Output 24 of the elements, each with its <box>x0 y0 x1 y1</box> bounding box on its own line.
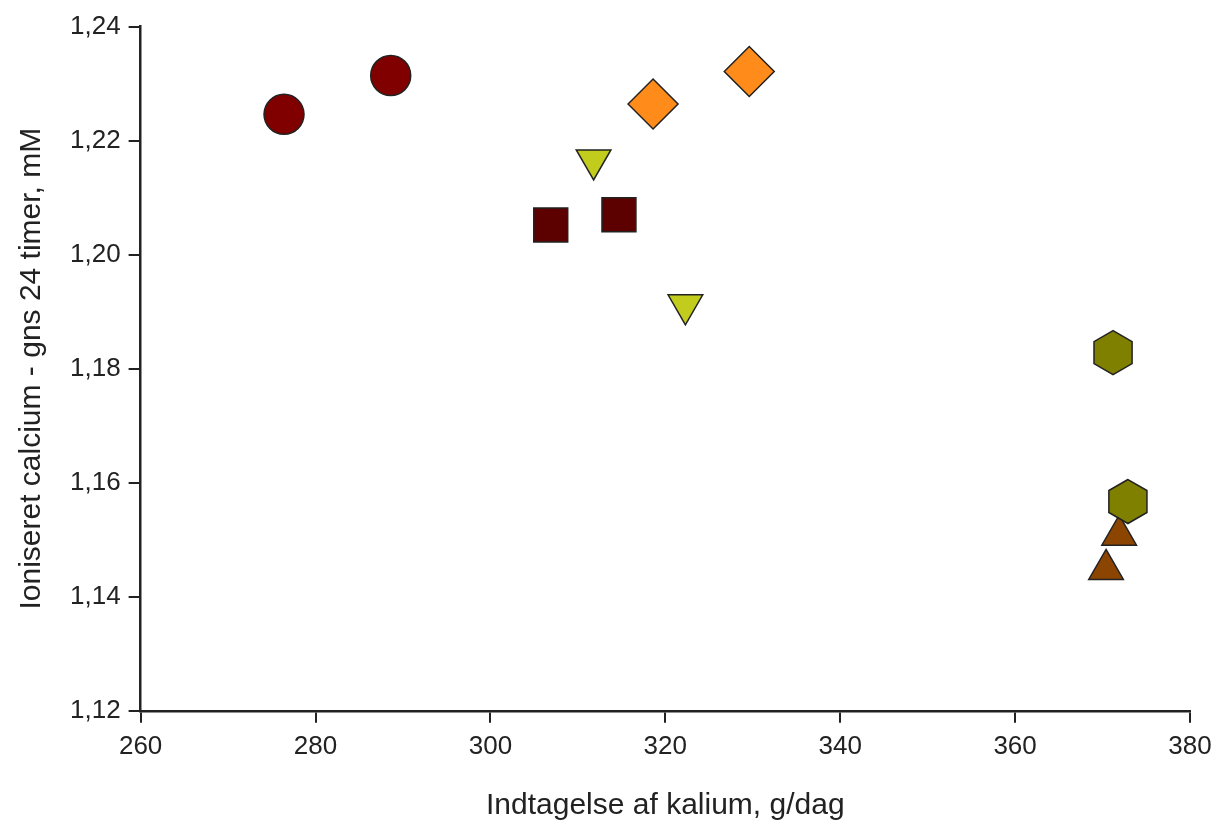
point <box>601 196 637 233</box>
x-axis-title: Indtagelse af kalium, g/dag <box>486 787 845 821</box>
point <box>263 93 305 136</box>
point <box>627 78 679 130</box>
x-tick-label: 300 <box>468 729 513 760</box>
point <box>1108 478 1148 525</box>
y-tick-label: 1,18 <box>69 351 121 382</box>
y-tick-label: 1,16 <box>69 465 121 496</box>
point <box>723 45 775 98</box>
x-tick-label: 320 <box>643 729 687 760</box>
y-tick-label: 1,20 <box>69 237 121 268</box>
x-tick-label: 360 <box>993 729 1037 760</box>
y-tick-label: 1,24 <box>69 9 121 40</box>
x-tick-label: 260 <box>118 729 163 760</box>
point <box>1093 329 1133 376</box>
y-tick-label: 1,22 <box>69 123 121 154</box>
x-tick-label: 380 <box>1168 729 1212 760</box>
y-tick-label: 1,14 <box>69 579 121 610</box>
point <box>533 207 569 243</box>
point <box>369 54 412 97</box>
y-axis-title: Ioniseret calcium - gns 24 timer, mM <box>13 127 47 610</box>
x-tick-label: 280 <box>293 729 338 760</box>
x-tick-label: 340 <box>818 729 862 760</box>
y-tick-label: 1,12 <box>69 693 121 724</box>
